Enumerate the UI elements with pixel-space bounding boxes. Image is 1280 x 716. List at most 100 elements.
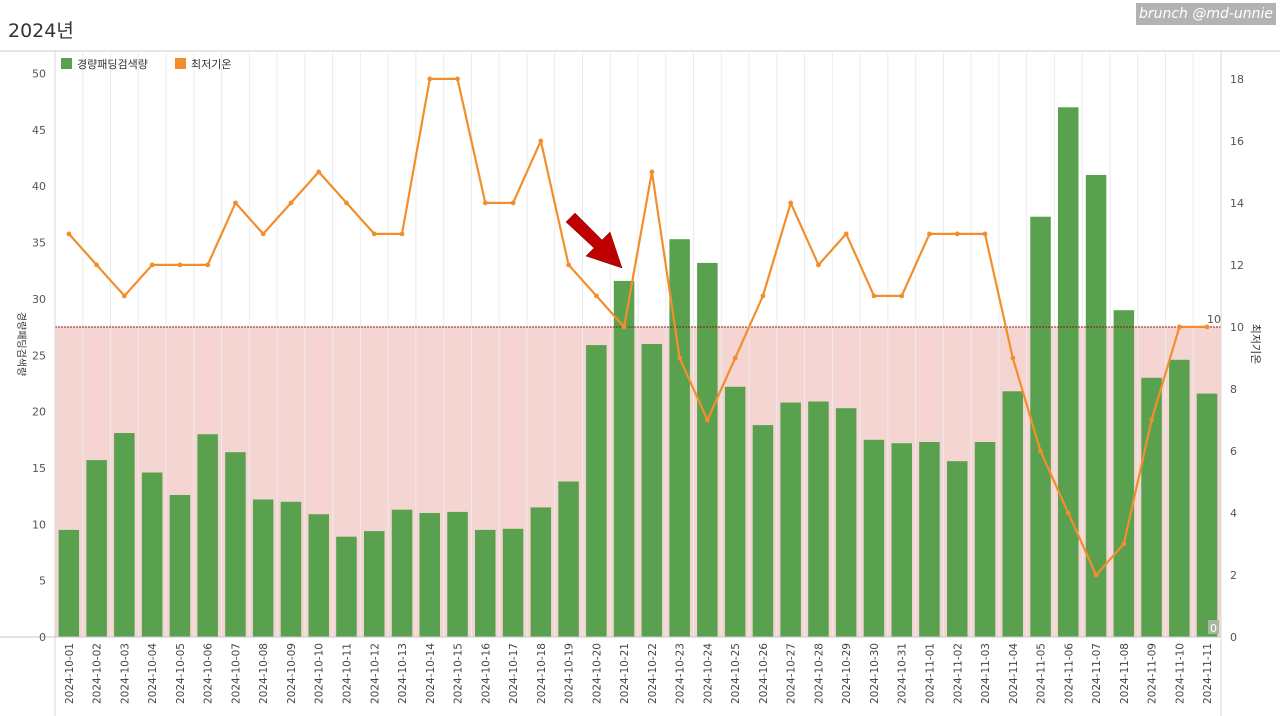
line-point <box>177 262 183 268</box>
line-point <box>1121 541 1127 547</box>
y2-axis-label: 최저기온 <box>1249 324 1262 364</box>
y2-tick-label: 18 <box>1230 73 1244 86</box>
x-tick-label: 2024-10-25 <box>730 643 742 704</box>
bar <box>669 239 690 637</box>
line-point <box>594 293 599 299</box>
x-tick-label: 2024-11-04 <box>1008 643 1020 704</box>
line-point <box>1093 572 1099 578</box>
bar <box>252 499 274 637</box>
bar <box>863 439 885 637</box>
temperature-line <box>68 77 1208 577</box>
y-tick-label: 10 <box>32 518 46 531</box>
y-tick-label: 30 <box>32 293 46 306</box>
line-point <box>455 76 460 82</box>
y-tick-label: 40 <box>32 180 46 193</box>
x-tick-label: 2024-10-22 <box>647 643 659 704</box>
line-point <box>871 293 877 299</box>
bar <box>1058 107 1079 638</box>
bar <box>58 529 80 637</box>
x-tick-label: 2024-10-26 <box>758 643 770 704</box>
x-tick-label: 2024-10-13 <box>397 643 409 704</box>
line-point <box>816 262 821 268</box>
line-point <box>288 200 294 206</box>
x-tick-label: 2024-10-04 <box>147 643 159 704</box>
bar <box>475 529 496 637</box>
line-point <box>482 200 488 206</box>
x-tick-label: 2024-10-16 <box>480 643 492 704</box>
bar <box>419 513 440 637</box>
line-point <box>649 169 655 175</box>
line-point <box>399 231 405 237</box>
bar <box>280 501 302 637</box>
bar <box>808 401 829 637</box>
line-point <box>538 138 544 144</box>
bar <box>225 452 246 637</box>
x-tick-label: 2024-10-15 <box>453 643 465 704</box>
bar <box>891 443 912 637</box>
bar <box>114 433 135 637</box>
page-title: 2024년 <box>8 20 74 42</box>
line-point <box>954 231 960 237</box>
x-tick-label: 2024-10-19 <box>564 643 576 704</box>
bar <box>1196 393 1218 637</box>
y-axis-ticks: 0 5 10 15 20 25 30 35 40 45 50 <box>32 68 46 645</box>
line-point <box>149 262 155 268</box>
x-tick-label: 2024-11-06 <box>1063 643 1075 704</box>
y2-axis-ticks: 0 2 4 6 8 10 12 14 16 18 <box>1230 73 1244 644</box>
zero-badge <box>1208 620 1219 634</box>
line-point <box>371 231 377 237</box>
x-tick-label: 2024-10-17 <box>508 643 520 704</box>
line-point <box>732 355 738 361</box>
legend-label-line: 최저기온 <box>191 58 231 71</box>
bar <box>86 460 107 637</box>
x-tick-label: 2024-10-05 <box>175 643 187 704</box>
x-tick-label: 2024-10-08 <box>258 643 270 704</box>
legend-swatch-line <box>175 58 186 69</box>
bar <box>558 481 579 637</box>
bar <box>530 507 552 637</box>
y2-tick-label: 14 <box>1230 197 1244 210</box>
line-point <box>899 293 905 299</box>
line-point <box>66 231 72 237</box>
line-point <box>705 417 710 423</box>
legend-label-bar: 경량패딩검색량 <box>77 58 148 71</box>
x-tick-label: 2024-10-03 <box>119 643 131 704</box>
bar <box>197 434 218 637</box>
bar <box>141 472 163 637</box>
x-tick-label: 2024-10-14 <box>425 643 437 704</box>
x-tick-label: 2024-10-28 <box>814 643 826 704</box>
y-tick-label: 50 <box>32 68 46 81</box>
bar <box>947 461 968 637</box>
line-point <box>1065 510 1071 516</box>
x-tick-label: 2024-11-03 <box>980 643 992 704</box>
line-point <box>760 293 766 299</box>
line-point <box>1177 324 1182 330</box>
bar <box>308 514 329 637</box>
x-tick-label: 2024-10-21 <box>619 643 631 704</box>
line-point <box>1038 448 1043 454</box>
x-tick-label: 2024-10-31 <box>897 643 909 704</box>
bar <box>697 262 718 637</box>
y-tick-label: 35 <box>32 237 46 250</box>
y-tick-label: 15 <box>32 462 46 475</box>
line-point <box>427 76 433 82</box>
line-point <box>621 324 627 330</box>
y2-tick-label: 8 <box>1230 383 1237 396</box>
vertical-grid <box>82 51 1194 637</box>
line-point <box>122 293 127 299</box>
x-tick-label: 2024-11-05 <box>1036 643 1048 704</box>
line-point <box>205 262 211 268</box>
y2-tick-label: 2 <box>1230 569 1237 582</box>
x-tick-label: 2024-10-07 <box>231 643 243 704</box>
bar <box>1030 216 1051 637</box>
x-tick-label: 2024-11-11 <box>1202 643 1214 704</box>
line-point <box>260 231 266 237</box>
y2-tick-label: 16 <box>1230 135 1244 148</box>
bar <box>502 528 524 637</box>
y-tick-label: 5 <box>39 575 46 588</box>
arrow-shape <box>565 212 623 269</box>
bar <box>613 280 635 637</box>
line-point <box>843 231 849 237</box>
x-tick-label: 2024-11-10 <box>1174 643 1186 704</box>
